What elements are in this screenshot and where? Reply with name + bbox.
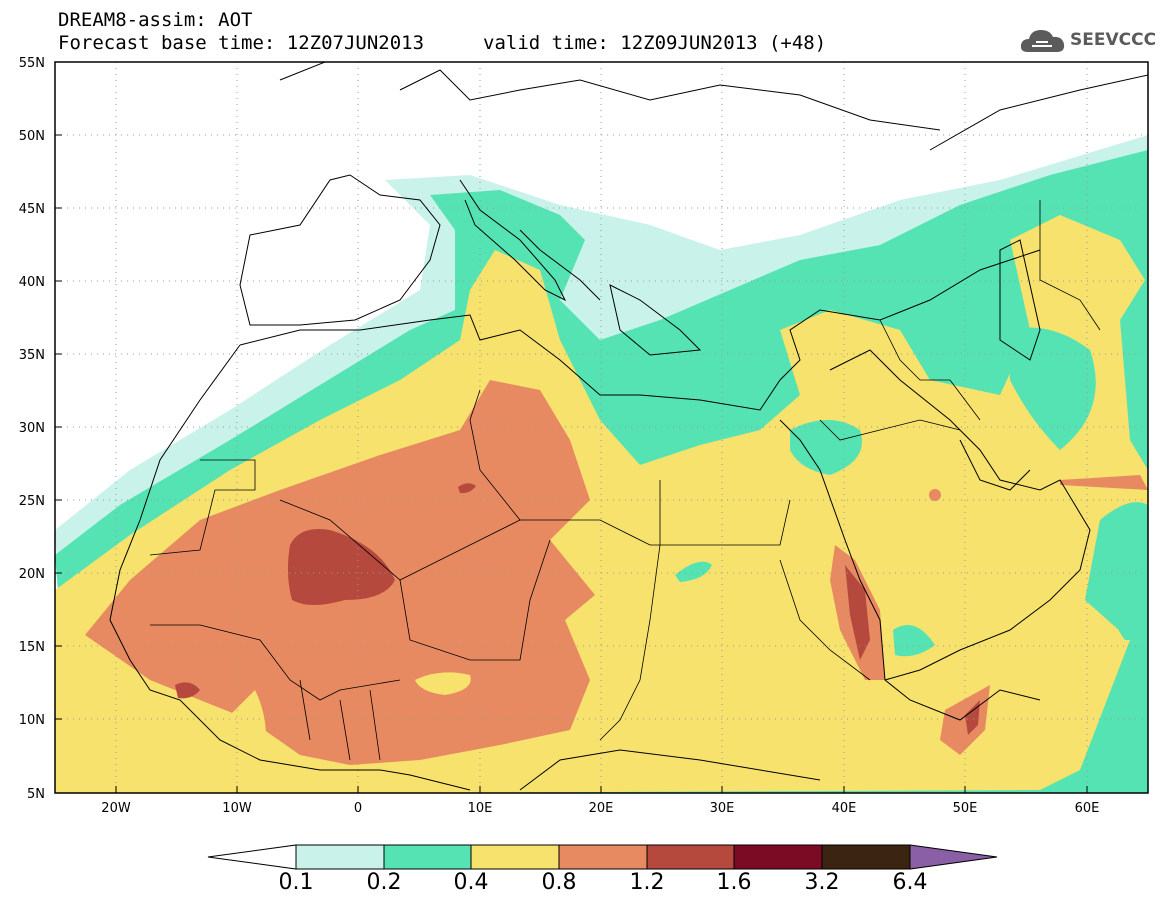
aot-patch-0.2-sudan	[675, 561, 712, 582]
coastlines	[109, 62, 1148, 791]
colorbar-swatch	[821, 844, 911, 870]
aot-band-1.2-redsea	[845, 565, 870, 660]
lon-label: 0	[354, 801, 362, 816]
colorbar-swatch	[733, 844, 823, 870]
colorbar-label: 0.4	[453, 870, 489, 895]
lon-label: 10W	[222, 801, 252, 816]
cloud-icon	[1020, 30, 1065, 52]
gridlines	[55, 62, 1148, 793]
lon-label: 20W	[101, 801, 131, 816]
lat-label: 25N	[19, 494, 45, 509]
aot-band-1.2-somalia	[965, 700, 980, 735]
seevccc-logo: SEEVCCC	[1018, 24, 1158, 60]
valid-time: valid time: 12Z09JUN2013 (+48)	[483, 32, 827, 54]
aot-spot-0.8-arabia	[929, 489, 941, 501]
chart-title: DREAM8-assim: AOT	[58, 9, 253, 31]
lat-label: 20N	[19, 567, 45, 582]
colorbar-swatch	[383, 844, 472, 870]
aot-hole-0.4-guinea	[225, 690, 267, 790]
lat-label: 10N	[19, 713, 45, 728]
colorbar-label: 1.2	[629, 870, 665, 895]
colorbar-label: 0.2	[366, 870, 402, 895]
colorbar-arrow-low	[207, 844, 297, 870]
aot-patch-0.2-caspian	[1010, 327, 1096, 450]
aot-band-1.2-senegal	[175, 682, 200, 699]
lat-label: 40N	[19, 275, 45, 290]
colorbar-label: 0.1	[278, 870, 314, 895]
lat-label: 50N	[19, 129, 45, 144]
aot-band-0.8-iran	[1060, 475, 1148, 490]
tick-marks	[55, 61, 1088, 794]
colorbar-label: 0.8	[541, 870, 577, 895]
aot-patch-0.2-arabia	[790, 420, 862, 475]
lat-label: 15N	[19, 640, 45, 655]
aot-band-1.2	[287, 529, 395, 605]
colorbar-swatch	[295, 844, 385, 870]
colorbar-label: 6.4	[892, 870, 928, 895]
lat-label: 45N	[19, 202, 45, 217]
lon-label: 40E	[832, 801, 857, 816]
forecast-base-time: Forecast base time: 12Z07JUN2013	[58, 32, 425, 54]
colorbar-swatch	[558, 844, 648, 870]
logo-text: SEEVCCC	[1070, 30, 1157, 50]
aot-patch-0.2-yemen	[893, 625, 935, 657]
lat-label: 55N	[19, 56, 45, 71]
colorbar-swatch	[470, 844, 560, 870]
aot-band-1.2-algeria	[458, 483, 476, 494]
aot-hole-0.4-chad	[415, 672, 471, 695]
colorbar-label: 1.6	[716, 870, 752, 895]
lon-label: 60E	[1075, 801, 1100, 816]
colorbar-arrow-high	[909, 844, 998, 870]
lon-label: 10E	[468, 801, 493, 816]
colorbar-swatch	[646, 844, 735, 870]
lon-label: 30E	[710, 801, 735, 816]
lon-labels: 20W 10W 0 10E 20E 30E 40E 50E 60E	[101, 801, 1099, 816]
lon-label: 50E	[953, 801, 978, 816]
lat-label: 35N	[19, 348, 45, 363]
lon-label: 20E	[589, 801, 614, 816]
country-borders	[149, 200, 1101, 761]
colorbar	[207, 844, 998, 870]
lat-label: 30N	[19, 421, 45, 436]
lat-label: 5N	[27, 787, 45, 802]
colorbar-label: 3.2	[804, 870, 840, 895]
lat-labels: 55N 50N 45N 40N 35N 30N 25N 20N 15N 10N …	[19, 56, 45, 802]
aot-patch-0.2-somalia	[1099, 502, 1148, 640]
